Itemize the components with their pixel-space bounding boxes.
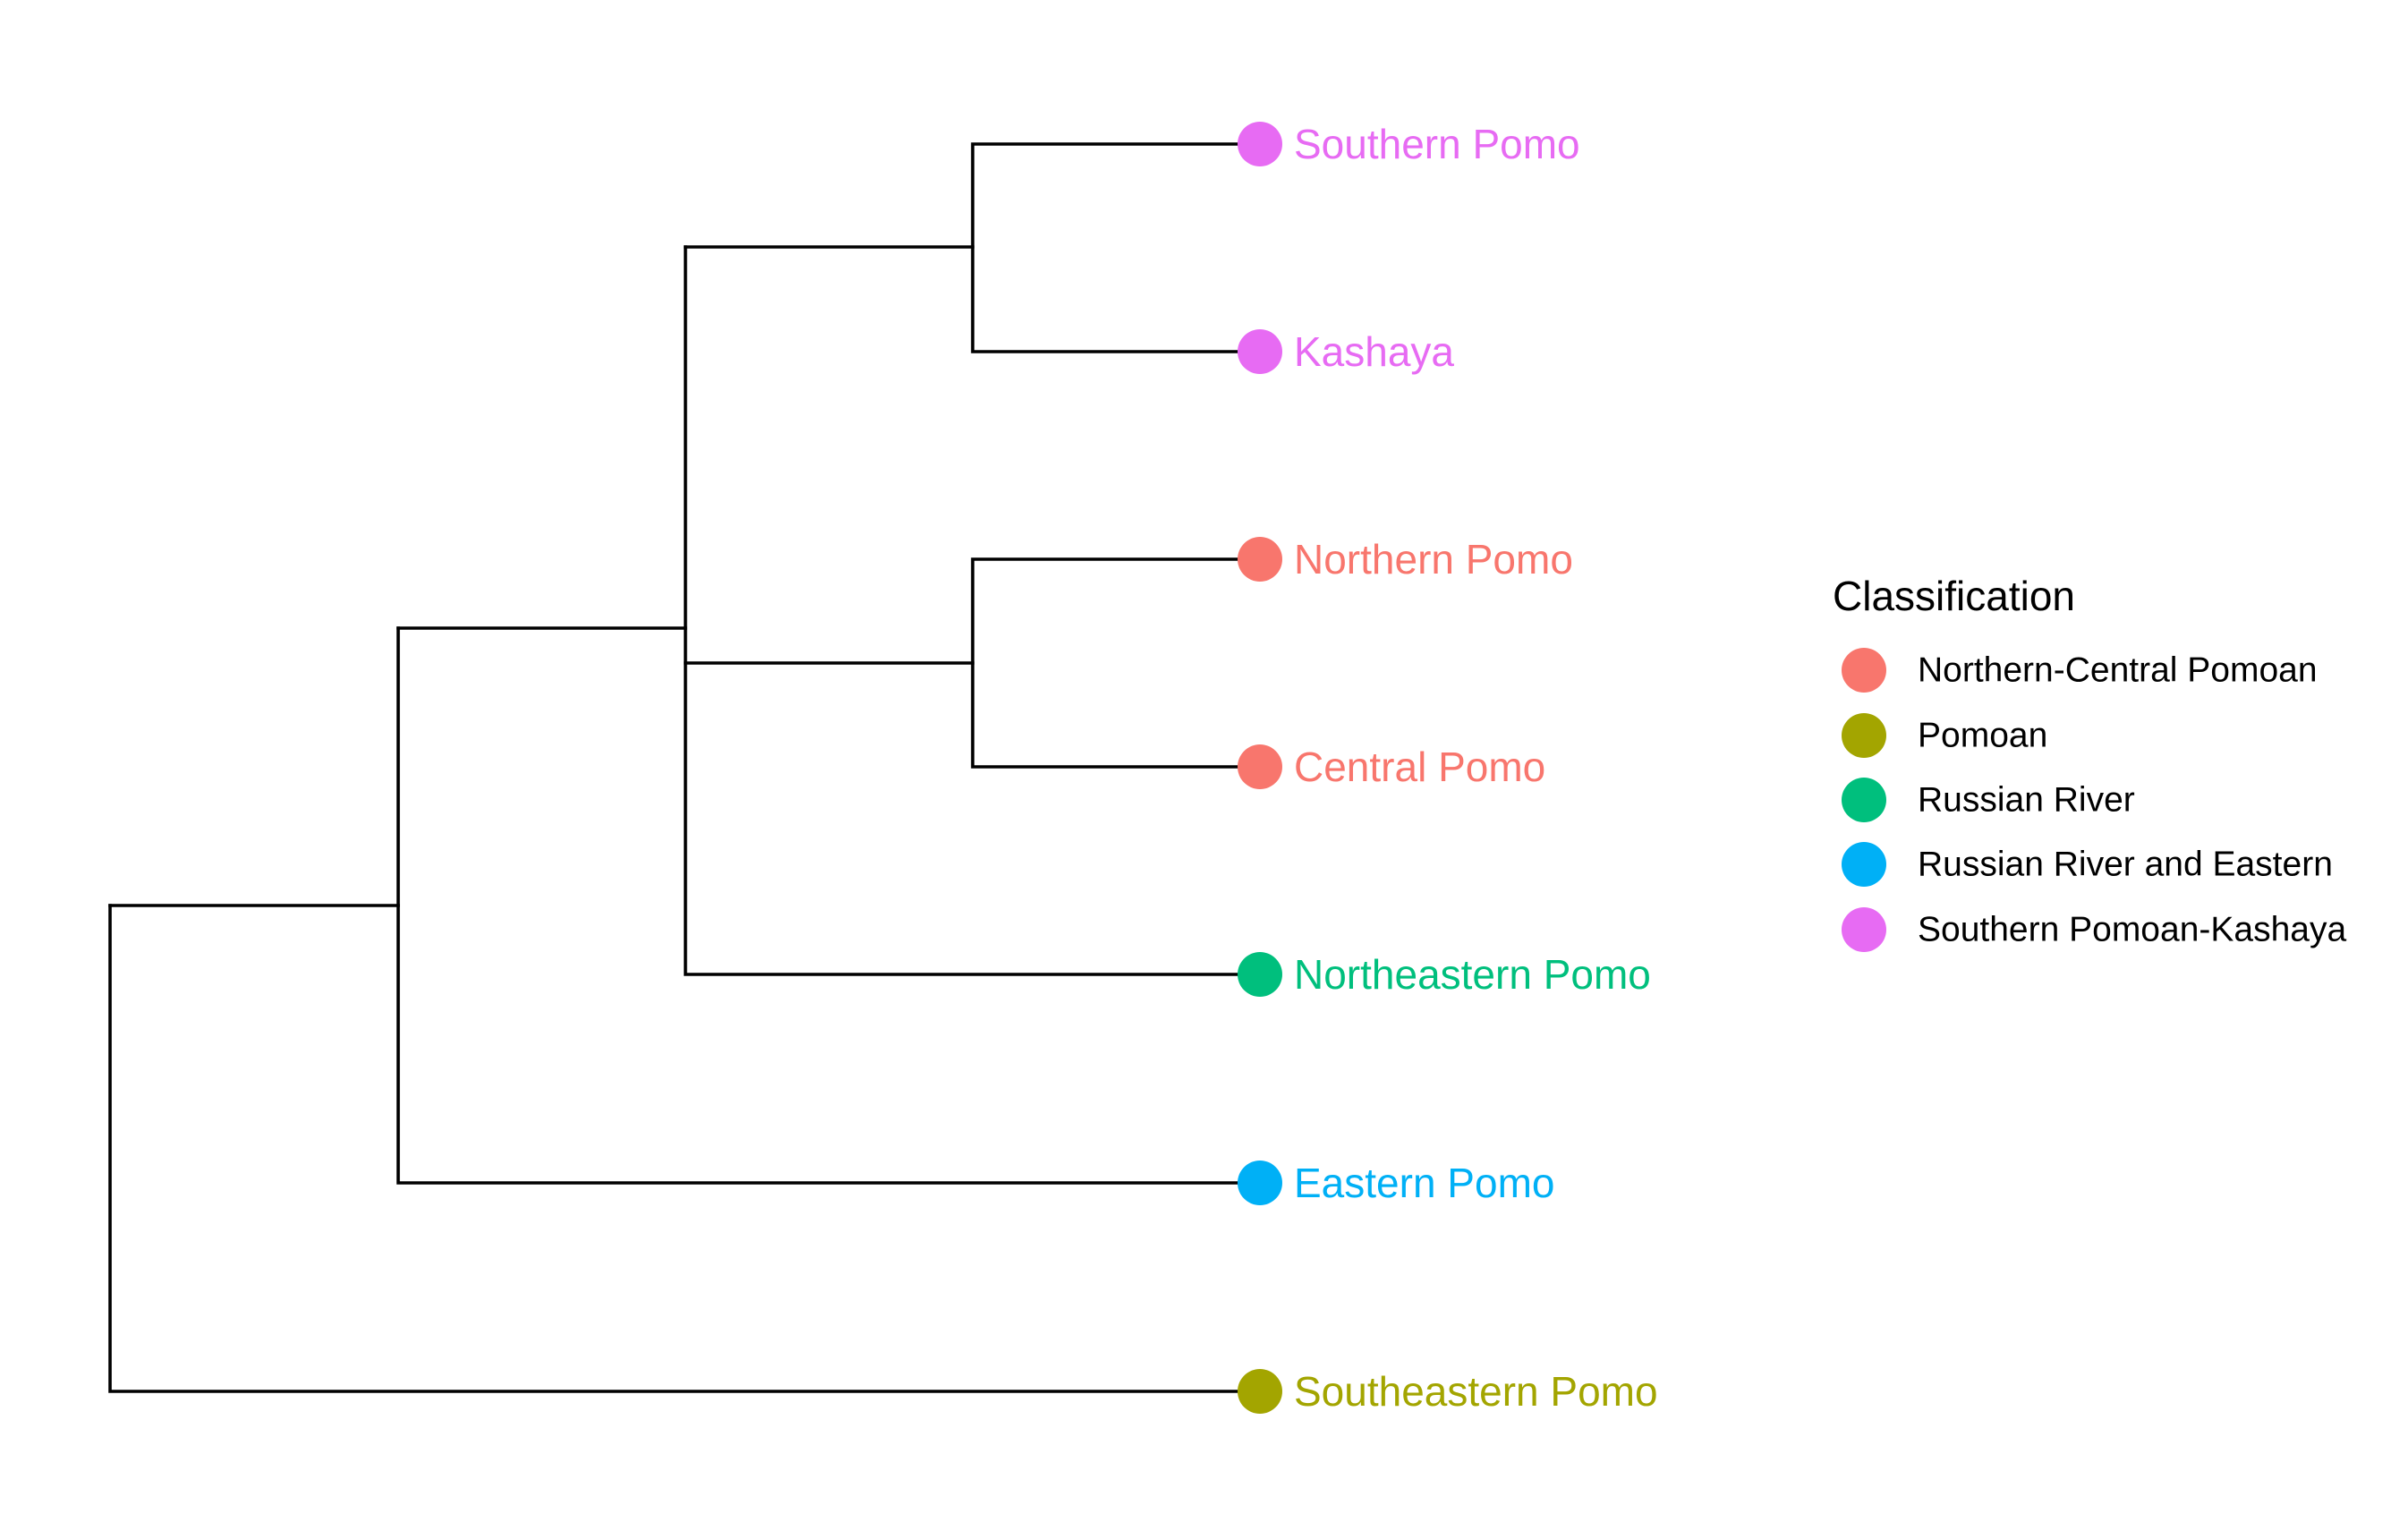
tip-kashaya: Kashaya (1238, 328, 1454, 375)
tip-label: Kashaya (1294, 328, 1454, 375)
legend-title: Classification (1833, 573, 2075, 619)
tip-point (1238, 1369, 1282, 1414)
tip-point (1238, 952, 1282, 997)
tip-label: Southern Pomo (1294, 121, 1580, 167)
tip-point (1238, 1161, 1282, 1205)
legend-entry: Russian River and Eastern (1842, 842, 2333, 887)
legend-entries: Northern-Central Pomoan Pomoan Russian R… (1842, 648, 2346, 952)
tip-point (1238, 537, 1282, 582)
tip-label: Northern Pomo (1294, 536, 1573, 582)
tip-label: Eastern Pomo (1294, 1160, 1554, 1206)
legend-entry: Southern Pomoan-Kashaya (1842, 907, 2346, 952)
tip-northeastern-pomo: Northeastern Pomo (1238, 951, 1651, 998)
legend-key (1842, 713, 1886, 758)
legend-key (1842, 778, 1886, 822)
tip-northern-pomo: Northern Pomo (1238, 536, 1573, 582)
legend-key (1842, 648, 1886, 693)
tree-branches (108, 142, 1262, 1393)
legend-label: Russian River and Eastern (1918, 846, 2333, 884)
southern-kashaya-branch (971, 142, 1262, 353)
legend: Classification Northern-Central Pomoan P… (1833, 573, 2346, 952)
tip-point (1238, 329, 1282, 374)
inner-clade-branch (396, 626, 1262, 1185)
tip-central-pomo: Central Pomo (1238, 744, 1545, 790)
tip-label: Central Pomo (1294, 744, 1545, 790)
legend-key (1842, 842, 1886, 887)
legend-entry: Pomoan (1842, 713, 2047, 758)
legend-key (1842, 907, 1886, 952)
legend-label: Southern Pomoan-Kashaya (1918, 911, 2346, 949)
tip-southern-pomo: Southern Pomo (1238, 121, 1580, 167)
northern-central-branch (971, 557, 1262, 769)
tip-point (1238, 122, 1282, 166)
tip-eastern-pomo: Eastern Pomo (1238, 1160, 1554, 1206)
root-branch (108, 904, 1262, 1393)
tip-point (1238, 744, 1282, 789)
legend-entry: Russian River (1842, 778, 2135, 822)
tip-southeastern-pomo: Southeastern Pomo (1238, 1368, 1658, 1415)
legend-label: Russian River (1918, 781, 2135, 820)
legend-label: Northern-Central Pomoan (1918, 651, 2318, 690)
tip-label: Southeastern Pomo (1294, 1368, 1658, 1415)
tree-tips: Southern Pomo Kashaya Northern Pomo Cent… (1238, 121, 1658, 1415)
legend-entry: Northern-Central Pomoan (1842, 648, 2318, 693)
tip-label: Northeastern Pomo (1294, 951, 1651, 998)
clade-a-branch (684, 245, 1262, 976)
legend-label: Pomoan (1918, 717, 2047, 755)
